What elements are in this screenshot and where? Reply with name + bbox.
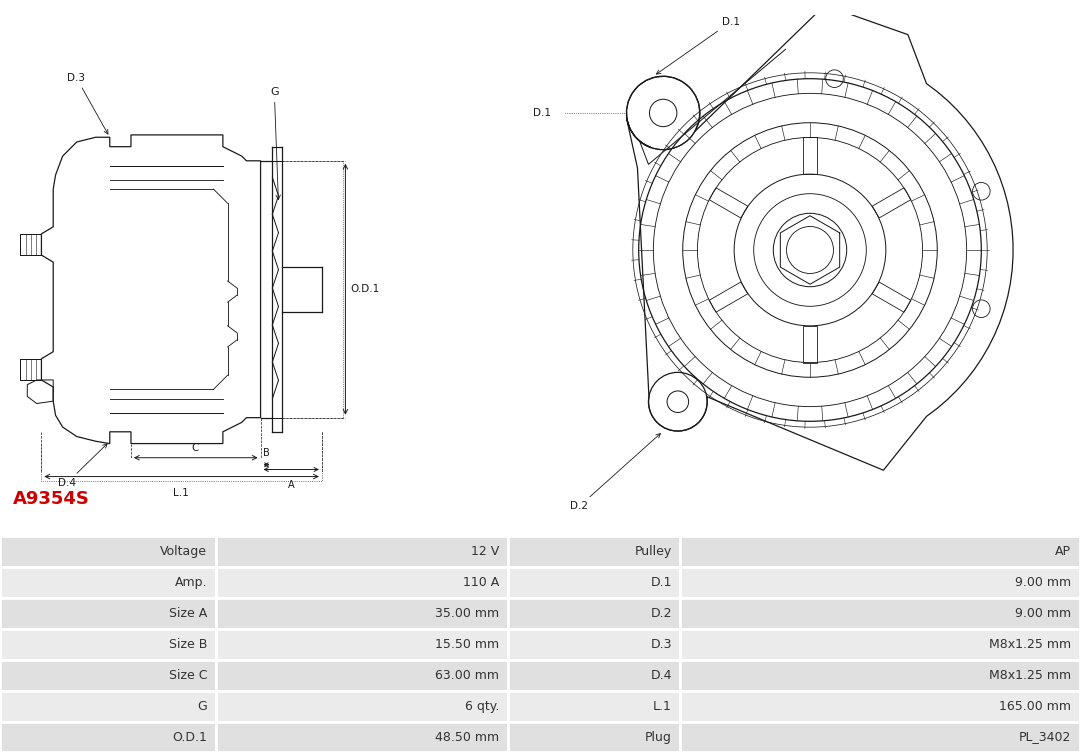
Text: 110 A: 110 A [462,576,499,589]
Text: PL_3402: PL_3402 [1020,730,1071,743]
FancyBboxPatch shape [216,536,508,567]
Text: 63.00 mm: 63.00 mm [435,669,499,681]
Text: Pulley: Pulley [635,545,672,558]
Text: D.2: D.2 [570,434,660,511]
Text: 15.50 mm: 15.50 mm [435,638,499,651]
FancyBboxPatch shape [680,567,1080,598]
FancyBboxPatch shape [216,567,508,598]
Text: O.D.1: O.D.1 [350,284,379,294]
Text: Amp.: Amp. [175,576,207,589]
Text: G: G [270,87,281,200]
FancyBboxPatch shape [508,660,680,691]
Text: B: B [264,448,270,458]
Text: 48.50 mm: 48.50 mm [435,730,499,743]
Text: C: C [191,443,199,453]
FancyBboxPatch shape [216,660,508,691]
Text: A9354S: A9354S [13,490,90,508]
FancyBboxPatch shape [508,721,680,752]
Text: D.2: D.2 [650,607,672,620]
FancyBboxPatch shape [508,536,680,567]
Text: M8x1.25 mm: M8x1.25 mm [989,669,1071,681]
FancyBboxPatch shape [0,660,216,691]
FancyBboxPatch shape [680,629,1080,660]
Text: Voltage: Voltage [160,545,207,558]
Text: L.1: L.1 [653,700,672,712]
FancyBboxPatch shape [508,567,680,598]
FancyBboxPatch shape [0,598,216,629]
Text: Size A: Size A [170,607,207,620]
Text: O.D.1: O.D.1 [173,730,207,743]
FancyBboxPatch shape [680,660,1080,691]
Text: 9.00 mm: 9.00 mm [1015,607,1071,620]
Text: Size C: Size C [168,669,207,681]
FancyBboxPatch shape [0,691,216,721]
FancyBboxPatch shape [680,598,1080,629]
FancyBboxPatch shape [0,721,216,752]
Text: M8x1.25 mm: M8x1.25 mm [989,638,1071,651]
FancyBboxPatch shape [0,536,216,567]
FancyBboxPatch shape [216,598,508,629]
Text: Plug: Plug [645,730,672,743]
FancyBboxPatch shape [0,567,216,598]
FancyBboxPatch shape [0,629,216,660]
Text: 6 qty.: 6 qty. [464,700,499,712]
Text: 12 V: 12 V [471,545,499,558]
Text: A: A [288,480,295,490]
FancyBboxPatch shape [508,629,680,660]
Text: D.1: D.1 [650,576,672,589]
Text: D.1: D.1 [657,17,740,74]
Text: D.3: D.3 [650,638,672,651]
Text: 35.00 mm: 35.00 mm [435,607,499,620]
Text: Size B: Size B [168,638,207,651]
FancyBboxPatch shape [508,598,680,629]
FancyBboxPatch shape [680,691,1080,721]
Text: AP: AP [1055,545,1071,558]
Text: D.4: D.4 [58,444,107,488]
FancyBboxPatch shape [508,691,680,721]
FancyBboxPatch shape [680,721,1080,752]
Text: G: G [198,700,207,712]
Text: D.3: D.3 [67,73,108,134]
Text: 165.00 mm: 165.00 mm [999,700,1071,712]
FancyBboxPatch shape [216,721,508,752]
FancyBboxPatch shape [680,536,1080,567]
FancyBboxPatch shape [216,629,508,660]
FancyBboxPatch shape [216,691,508,721]
Text: L.1: L.1 [173,489,188,498]
Text: D.4: D.4 [650,669,672,681]
Text: D.1: D.1 [532,108,551,118]
Text: 9.00 mm: 9.00 mm [1015,576,1071,589]
